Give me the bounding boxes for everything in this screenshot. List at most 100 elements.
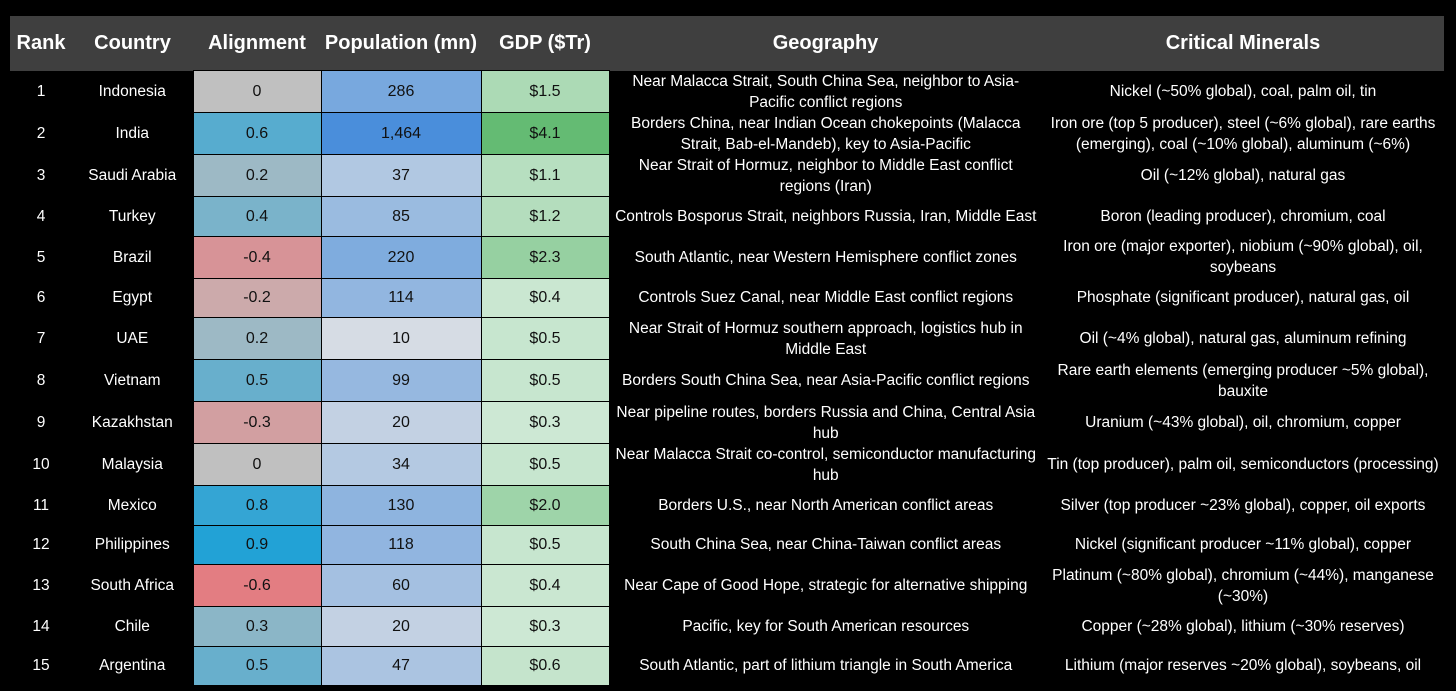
geography-cell: Near Strait of Hormuz, neighbor to Middl… <box>609 154 1042 197</box>
population-cell: 220 <box>320 235 482 279</box>
geography-cell: Pacific, key for South American resource… <box>609 606 1042 646</box>
gdp-cell: $1.1 <box>480 154 610 197</box>
header-population: Population (mn) <box>321 16 481 71</box>
gdp-cell: $0.5 <box>480 359 610 402</box>
geography-cell: Borders U.S., near North American confli… <box>609 485 1042 525</box>
geography-cell: South Atlantic, near Western Hemisphere … <box>609 236 1042 278</box>
rank-cell: 15 <box>10 646 72 686</box>
critical-minerals-cell: Iron ore (top 5 producer), steel (~6% gl… <box>1042 112 1444 155</box>
population-cell: 130 <box>320 485 482 526</box>
rank-cell: 13 <box>10 564 72 607</box>
critical-minerals-cell: Oil (~12% global), natural gas <box>1042 154 1444 197</box>
gdp-cell: $0.6 <box>480 645 610 686</box>
gdp-cell: $2.0 <box>480 485 610 526</box>
table-row: 11 Mexico 0.8 130 $2.0 Borders U.S., near Nor… <box>10 485 1444 526</box>
alignment-cell: 0.5 <box>192 645 322 686</box>
country-cell: Philippines <box>72 525 193 565</box>
geography-cell: Controls Suez Canal, near Middle East co… <box>609 278 1042 318</box>
gdp-cell: $0.5 <box>480 524 610 565</box>
country-cell: Mexico <box>72 485 193 525</box>
critical-minerals-cell: Nickel (significant producer ~11% global… <box>1042 525 1444 565</box>
critical-minerals-cell: Lithium (major reserves ~20% global), so… <box>1042 646 1444 686</box>
gdp-cell: $4.1 <box>480 112 610 155</box>
header-gdp: GDP ($Tr) <box>481 16 609 71</box>
population-cell: 118 <box>320 524 482 565</box>
alignment-cell: 0.8 <box>192 485 322 526</box>
country-cell: Indonesia <box>72 70 193 113</box>
rank-cell: 9 <box>10 401 72 444</box>
table-row: 7 UAE 0.2 10 $0.5 Near Strait of Hormuz south… <box>10 317 1444 360</box>
header-country: Country <box>72 16 193 71</box>
population-cell: 1,464 <box>320 112 482 155</box>
population-cell: 37 <box>320 154 482 197</box>
geography-cell: Near Cape of Good Hope, strategic for al… <box>609 564 1042 607</box>
gdp-cell: $0.3 <box>480 401 610 444</box>
population-cell: 99 <box>320 359 482 402</box>
country-cell: Argentina <box>72 646 193 686</box>
rank-cell: 14 <box>10 606 72 646</box>
critical-minerals-cell: Nickel (~50% global), coal, palm oil, ti… <box>1042 70 1444 113</box>
table-row: 13 South Africa -0.6 60 $0.4 Near Cape of Goo… <box>10 564 1444 607</box>
population-cell: 47 <box>320 645 482 686</box>
header-rank: Rank <box>10 16 72 71</box>
geography-cell: South China Sea, near China-Taiwan confl… <box>609 525 1042 565</box>
geography-cell: Near Malacca Strait, South China Sea, ne… <box>609 70 1042 113</box>
header-alignment: Alignment <box>193 16 321 71</box>
country-cell: Brazil <box>72 236 193 278</box>
table-row: 3 Saudi Arabia 0.2 37 $1.1 Near Strait of Hor… <box>10 154 1444 197</box>
country-cell: UAE <box>72 317 193 360</box>
alignment-cell: 0.2 <box>192 154 322 197</box>
table-row: 1 Indonesia 0 286 $1.5 Near Malacca Strait, S… <box>10 70 1444 113</box>
table-row: 9 Kazakhstan -0.3 20 $0.3 Near pipeline route… <box>10 401 1444 444</box>
alignment-cell: 0 <box>192 70 322 113</box>
population-cell: 85 <box>320 196 482 237</box>
rank-cell: 1 <box>10 70 72 113</box>
alignment-cell: 0.2 <box>192 317 322 360</box>
country-cell: India <box>72 112 193 155</box>
rank-cell: 2 <box>10 112 72 155</box>
rank-cell: 12 <box>10 525 72 565</box>
table-row: 12 Philippines 0.9 118 $0.5 South China Sea, … <box>10 524 1444 565</box>
table-row: 4 Turkey 0.4 85 $1.2 Controls Bosporus Strait… <box>10 196 1444 237</box>
country-cell: Saudi Arabia <box>72 154 193 197</box>
geography-cell: Borders South China Sea, near Asia-Pacif… <box>609 359 1042 402</box>
critical-minerals-cell: Iron ore (major exporter), niobium (~90%… <box>1042 236 1444 278</box>
countries-table: Rank Country Alignment Population (mn) G… <box>10 16 1444 686</box>
critical-minerals-cell: Copper (~28% global), lithium (~30% rese… <box>1042 606 1444 646</box>
rank-cell: 6 <box>10 278 72 318</box>
country-cell: Turkey <box>72 196 193 236</box>
geography-cell: South Atlantic, part of lithium triangle… <box>609 646 1042 686</box>
rank-cell: 3 <box>10 154 72 197</box>
rank-cell: 4 <box>10 196 72 236</box>
population-cell: 286 <box>320 70 482 113</box>
alignment-cell: -0.6 <box>192 564 322 607</box>
critical-minerals-cell: Tin (top producer), palm oil, semiconduc… <box>1042 443 1444 486</box>
geography-cell: Controls Bosporus Strait, neighbors Russ… <box>609 196 1042 236</box>
alignment-cell: 0 <box>192 443 322 486</box>
rank-cell: 11 <box>10 485 72 525</box>
population-cell: 114 <box>320 277 482 318</box>
table-row: 8 Vietnam 0.5 99 $0.5 Borders South China Sea… <box>10 359 1444 402</box>
header-row: Rank Country Alignment Population (mn) G… <box>10 16 1444 71</box>
alignment-cell: 0.9 <box>192 524 322 565</box>
country-cell: South Africa <box>72 564 193 607</box>
table-row: 10 Malaysia 0 34 $0.5 Near Malacca Strait co-… <box>10 443 1444 486</box>
alignment-cell: -0.2 <box>192 277 322 318</box>
critical-minerals-cell: Silver (top producer ~23% global), coppe… <box>1042 485 1444 525</box>
population-cell: 10 <box>320 317 482 360</box>
critical-minerals-cell: Rare earth elements (emerging producer ~… <box>1042 359 1444 402</box>
gdp-cell: $0.5 <box>480 443 610 486</box>
country-cell: Malaysia <box>72 443 193 486</box>
critical-minerals-cell: Uranium (~43% global), oil, chromium, co… <box>1042 401 1444 444</box>
population-cell: 20 <box>320 401 482 444</box>
country-cell: Egypt <box>72 278 193 318</box>
rank-cell: 10 <box>10 443 72 486</box>
header-critical-minerals: Critical Minerals <box>1042 16 1444 71</box>
gdp-cell: $0.4 <box>480 564 610 607</box>
table-row: 14 Chile 0.3 20 $0.3 Pacific, key for South A… <box>10 606 1444 647</box>
gdp-cell: $1.2 <box>480 196 610 237</box>
table-row: 5 Brazil -0.4 220 $2.3 South Atlantic, near W… <box>10 235 1444 279</box>
geography-cell: Near Malacca Strait co-control, semicond… <box>609 443 1042 486</box>
critical-minerals-cell: Boron (leading producer), chromium, coal <box>1042 196 1444 236</box>
header-geography: Geography <box>609 16 1042 71</box>
